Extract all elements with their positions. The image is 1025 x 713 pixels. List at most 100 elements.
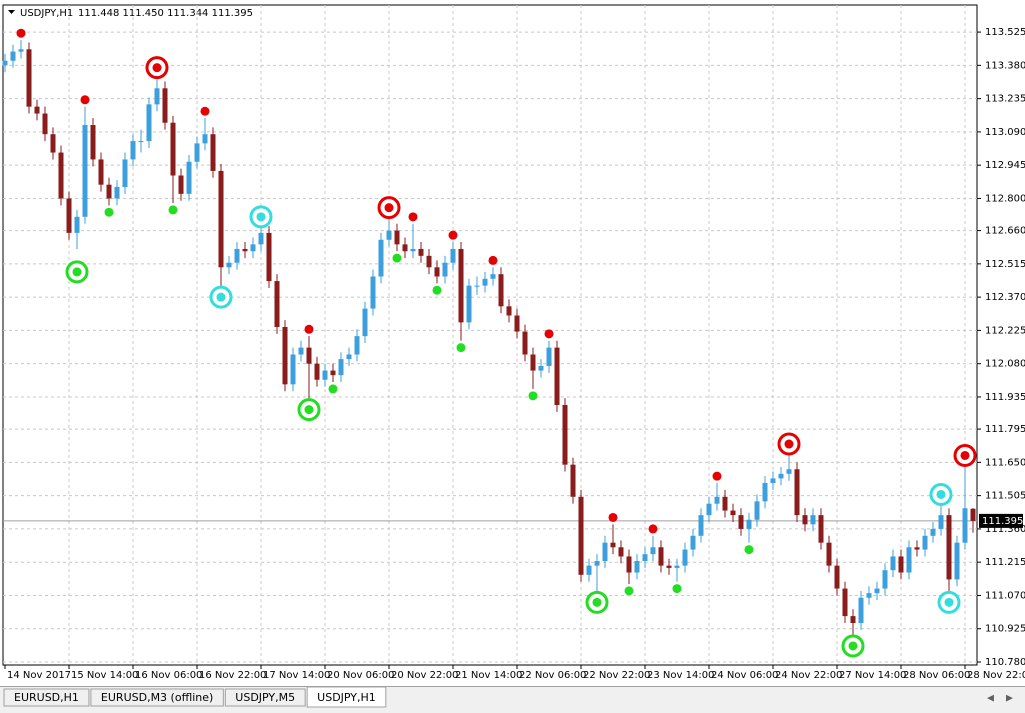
candle-body: [682, 549, 688, 566]
scroll-left[interactable]: ◀: [987, 694, 994, 704]
tab-label: EURUSD,H1: [14, 691, 79, 704]
candle-body: [626, 556, 632, 573]
candle-body: [434, 267, 440, 277]
candle-body: [154, 88, 160, 105]
scroll-right[interactable]: ▶: [1006, 694, 1013, 704]
candle-body: [266, 232, 272, 282]
candle-body: [426, 255, 432, 268]
signal-dot: [392, 253, 402, 263]
candle-body: [538, 365, 544, 371]
x-tick-label: 27 Nov 14:00: [839, 670, 906, 681]
y-tick-label: 113.090: [985, 127, 1025, 138]
signal-dot: [304, 405, 314, 415]
signal-dot: [72, 267, 82, 277]
candle-body: [954, 542, 960, 580]
tab-label: USDJPY,M5: [235, 691, 295, 704]
signal-dot: [304, 324, 314, 334]
signal-dot: [712, 471, 722, 481]
candle-body: [306, 347, 312, 364]
candle-body: [794, 469, 800, 516]
candle-body: [210, 134, 216, 171]
signal-dot: [848, 641, 858, 651]
candle-body: [770, 478, 776, 484]
tab[interactable]: USDJPY,M5: [224, 688, 306, 707]
candle-body: [106, 184, 112, 199]
candle-body: [594, 561, 600, 566]
candle-body: [962, 508, 968, 543]
x-tick-label: 20 Nov 22:00: [391, 670, 458, 681]
y-tick-label: 111.215: [985, 557, 1025, 568]
y-tick-label: 112.370: [985, 292, 1025, 303]
y-tick-label: 111.505: [985, 491, 1025, 502]
candle-body: [418, 248, 424, 256]
candle-body: [138, 141, 144, 143]
x-tick-label: 16 Nov 06:00: [135, 670, 202, 681]
candle-body: [602, 542, 608, 562]
y-tick-label: 111.795: [985, 424, 1025, 435]
candle-body: [546, 347, 552, 366]
tab-background: [90, 688, 224, 707]
candle-body: [746, 519, 752, 529]
y-tick-label: 112.660: [985, 226, 1025, 237]
candle-body: [914, 547, 920, 550]
y-tick-label: 110.925: [985, 624, 1025, 635]
signal-dot: [672, 584, 682, 594]
signal-dot: [608, 512, 618, 522]
candle-body: [946, 515, 952, 580]
candle-body: [186, 161, 192, 194]
x-tick-label: 17 Nov 14:00: [263, 670, 330, 681]
x-tick-label: 28 Nov 22:00: [967, 670, 1025, 681]
candle-body: [170, 122, 176, 176]
candle-body: [514, 315, 520, 332]
candle-body: [90, 125, 96, 160]
candle-body: [506, 306, 512, 316]
x-tick-label: 22 Nov 22:00: [583, 670, 650, 681]
candle-body: [754, 501, 760, 520]
candle-body: [226, 262, 232, 268]
candle-body: [354, 336, 360, 355]
candle-body: [858, 597, 864, 624]
signal-dot: [456, 343, 466, 353]
candle-body: [786, 469, 792, 474]
candle-body: [930, 528, 936, 536]
signal-dot: [624, 586, 634, 596]
tab[interactable]: EURUSD,H1: [3, 688, 90, 707]
signal-dot: [528, 391, 538, 401]
candle-body: [74, 216, 80, 233]
candle-body: [258, 232, 264, 245]
candle-body: [458, 248, 464, 323]
candle-body: [498, 274, 504, 307]
candle-body: [34, 106, 40, 114]
candle-body: [98, 159, 104, 185]
candle-body: [970, 508, 976, 521]
candle-body: [938, 515, 944, 529]
candle-body: [882, 570, 888, 589]
y-tick-label: 111.935: [985, 392, 1025, 403]
candle-body: [58, 152, 64, 199]
candle-body: [18, 49, 24, 52]
candle-body: [714, 496, 720, 504]
candle-body: [642, 554, 648, 562]
x-tick-label: 22 Nov 06:00: [519, 670, 586, 681]
tab[interactable]: EURUSD,M3 (offline): [90, 688, 224, 707]
candle-body: [562, 404, 568, 465]
candle-body: [810, 515, 816, 525]
candle-body: [194, 143, 200, 162]
tab[interactable]: USDJPY,H1: [306, 686, 387, 708]
signal-dot: [544, 329, 554, 339]
menu-arrow[interactable]: [8, 10, 15, 14]
x-tick-label: 24 Nov 06:00: [711, 670, 778, 681]
x-tick-label: 21 Nov 14:00: [455, 670, 522, 681]
candle-body: [802, 515, 808, 525]
candle-body: [298, 347, 304, 355]
signal-dot: [784, 439, 794, 449]
candle-body: [554, 347, 560, 405]
signal-dot: [944, 597, 954, 607]
y-tick-label: 112.945: [985, 160, 1025, 171]
x-tick-label: 28 Nov 06:00: [903, 670, 970, 681]
y-tick-label: 112.515: [985, 259, 1025, 270]
candle-body: [730, 510, 736, 516]
signal-dot: [648, 524, 658, 534]
signal-dot: [16, 28, 26, 38]
candle-body: [690, 535, 696, 550]
